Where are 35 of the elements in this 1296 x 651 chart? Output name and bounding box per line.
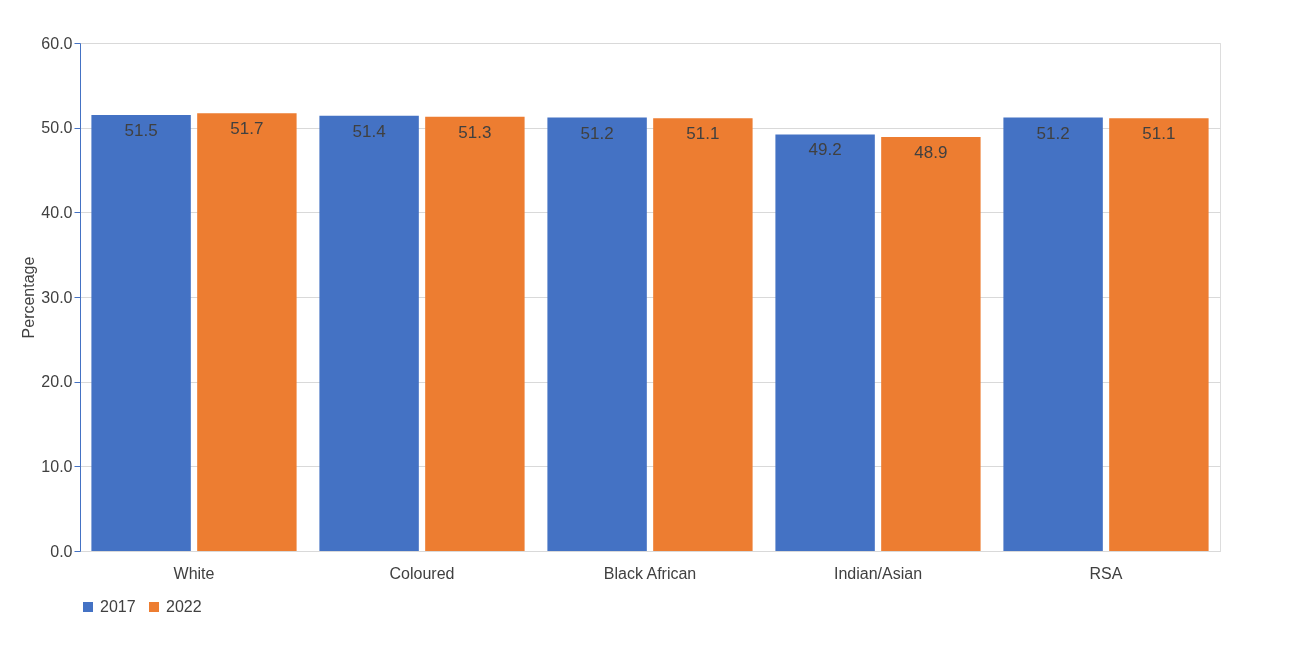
y-tick-label: 10.0 — [41, 457, 73, 475]
bar — [319, 115, 419, 551]
data-label: 51.2 — [1036, 123, 1070, 143]
data-label: 51.2 — [580, 123, 614, 143]
data-label: 51.1 — [1142, 124, 1176, 144]
data-label: 51.4 — [352, 121, 386, 141]
data-label: 49.2 — [808, 140, 842, 160]
x-tick-label: Indian/Asian — [833, 564, 923, 582]
y-tick-label: 30.0 — [41, 288, 73, 306]
x-tick-label: Coloured — [389, 564, 455, 582]
legend-label: 2017 — [100, 598, 136, 615]
y-axis-title: Percentage — [20, 256, 38, 339]
y-tick-label: 50.0 — [41, 119, 73, 137]
y-tick-label: 40.0 — [41, 203, 73, 221]
bar — [197, 113, 297, 551]
y-tick-label: 20.0 — [41, 373, 73, 391]
bar — [425, 116, 525, 551]
legend-label: 2022 — [166, 598, 202, 615]
y-tick-label: 0.0 — [50, 542, 73, 560]
y-tick-label: 60.0 — [41, 34, 73, 52]
data-label: 51.7 — [230, 119, 264, 139]
bar — [547, 117, 647, 551]
bar — [91, 114, 191, 551]
x-tick-label: RSA — [1089, 564, 1123, 582]
bar — [775, 134, 875, 551]
data-label: 51.5 — [124, 120, 158, 140]
bar — [881, 136, 981, 551]
data-label: 51.1 — [686, 124, 720, 144]
bar — [653, 118, 753, 551]
data-label: 51.3 — [458, 122, 492, 142]
bar — [1109, 118, 1209, 551]
x-tick-label: White — [173, 564, 215, 582]
bar — [1003, 117, 1103, 551]
x-tick-label: Black African — [603, 564, 697, 582]
data-label: 48.9 — [914, 142, 948, 162]
